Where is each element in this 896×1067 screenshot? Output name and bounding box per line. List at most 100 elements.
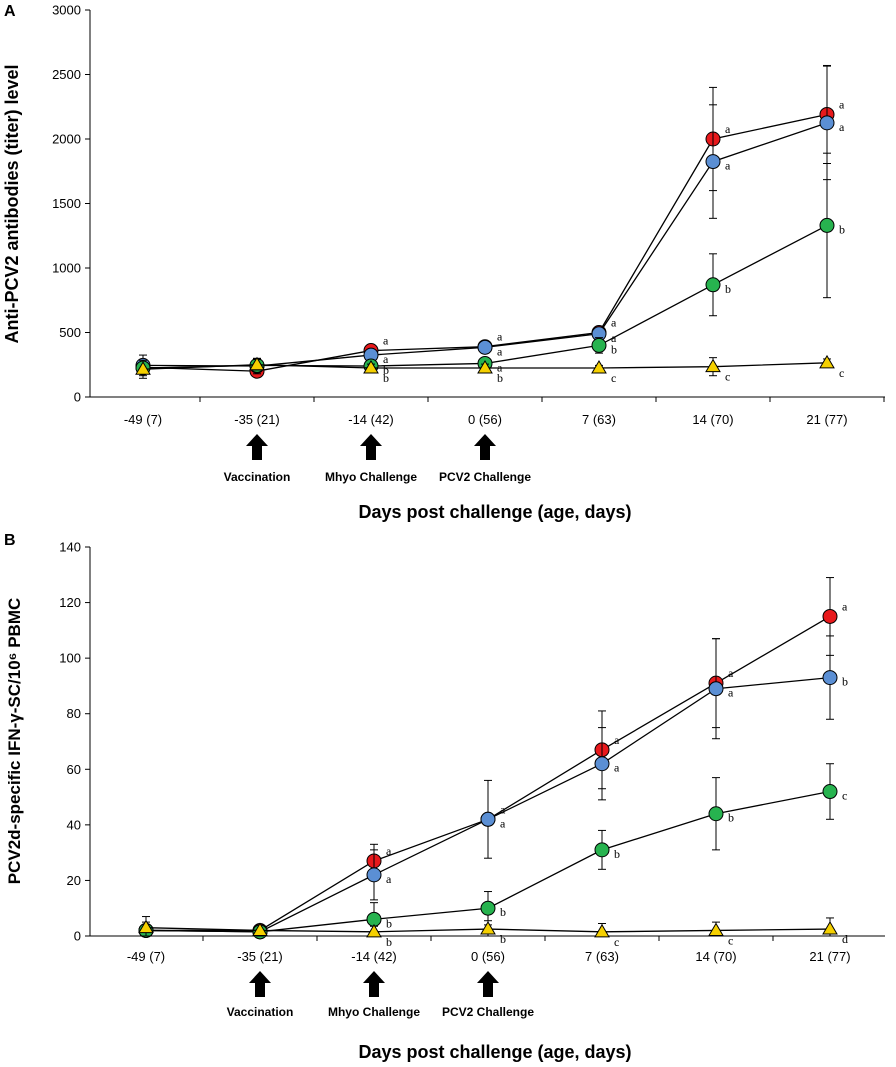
data-point [708,681,724,697]
y-tick-label: 1500 [52,196,81,211]
data-point [366,923,382,938]
y-tick-label: 3000 [52,3,81,18]
significance-letter: b [842,675,848,689]
panel-a-chart: A 0 500 1000 1500 2000 2500 3000 -49 (7) -35 (21… [2,3,885,522]
event-arrow-icon [477,971,499,997]
event-arrow-icon [360,434,382,460]
significance-letter: b [728,811,734,825]
significance-letter: b [383,371,389,385]
event-arrow-icon [363,971,385,997]
data-point [822,784,838,800]
significance-letter: b [839,222,845,236]
significance-letter: c [614,935,619,949]
y-tick-label: 20 [67,873,81,888]
data-point [822,921,838,935]
x-tick-label: -35 (21) [234,412,280,427]
data-point [708,922,724,936]
data-point [477,359,493,374]
significance-letter: c [842,789,847,803]
x-tick-label: 21 (77) [809,949,850,964]
x-tick-label: 0 (56) [471,949,505,964]
event-arrow-icon [246,434,268,460]
data-point [480,900,496,916]
significance-letter: c [839,366,844,380]
event-label: Vaccination [227,1005,294,1019]
data-point [249,356,265,371]
x-tick-label: -14 (42) [351,949,397,964]
data-point [822,670,838,686]
y-axis-title: Anti-PCV2 antibodies (titer) level [2,64,22,343]
y-tick-label: 2000 [52,132,81,147]
data-point [819,217,835,233]
x-tick-label: 7 (63) [585,949,619,964]
significance-letter: a [497,330,503,344]
x-tick-label: -49 (7) [127,949,165,964]
event-label: Mhyo Challenge [328,1005,420,1019]
significance-letter: a [728,686,734,700]
y-tick-label: 40 [67,817,81,832]
significance-letter: a [725,159,731,173]
significance-letter: b [386,916,392,930]
y-tick-label: 500 [59,325,81,340]
x-tick-label: 7 (63) [582,412,616,427]
significance-letter: a [386,844,392,858]
significance-letter: c [725,370,730,384]
y-tick-label: 100 [59,651,81,666]
x-axis-title: Days post challenge (age, days) [358,1042,631,1062]
data-point [591,337,607,353]
panel-a-letter: A [4,3,16,20]
significance-letter: a [383,334,389,348]
y-tick-label: 1000 [52,261,81,276]
significance-letter: b [611,342,617,356]
y-tick-label: 80 [67,706,81,721]
x-tick-label: -35 (21) [237,949,283,964]
data-point [252,922,268,936]
significance-letter: a [614,761,620,775]
data-point [138,919,154,934]
significance-letter: a [725,122,731,136]
data-point [594,756,610,772]
significance-letter: b [497,371,503,385]
significance-letter: a [383,352,389,366]
x-tick-label: 21 (77) [806,412,847,427]
significance-letter: a [728,666,734,680]
data-point [819,115,835,131]
significance-letter: a [500,816,506,830]
series-line [146,615,831,932]
data-point [366,867,382,883]
series-green: b b b b c [138,763,847,940]
data-point [819,354,835,369]
x-tick-label: -14 (42) [348,412,394,427]
event-arrow-icon [249,971,271,997]
panel-b-letter: B [4,532,16,549]
event-label: Mhyo Challenge [325,470,417,484]
data-point [705,277,721,293]
event-arrow-icon [474,434,496,460]
data-point [135,361,151,375]
y-tick-label: 120 [59,595,81,610]
significance-letter: d [842,932,848,946]
significance-letter: b [386,935,392,949]
y-tick-label: 60 [67,762,81,777]
x-tick-label: 14 (70) [695,949,736,964]
x-axis-title: Days post challenge (age, days) [358,502,631,522]
x-tick-label: 14 (70) [692,412,733,427]
significance-letter: c [728,933,733,947]
y-tick-label: 140 [59,540,81,555]
data-point [705,358,721,373]
significance-letter: c [611,371,616,385]
significance-letter: a [611,316,617,330]
x-tick-label: 0 (56) [468,412,502,427]
data-point [477,339,493,355]
event-label: PCV2 Challenge [442,1005,534,1019]
significance-letter: a [842,599,848,613]
significance-letter: a [839,97,845,111]
y-tick-label: 0 [74,929,81,944]
significance-letter: a [497,344,503,358]
